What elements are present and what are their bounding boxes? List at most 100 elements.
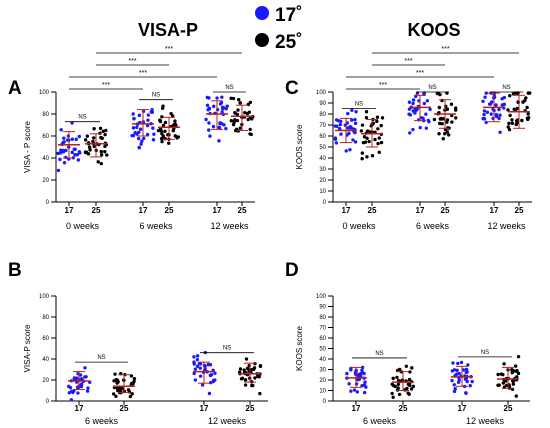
data-point (379, 123, 383, 128)
data-point (131, 133, 136, 138)
data-point (524, 96, 528, 100)
y-axis-label: VISA-P score (23, 324, 32, 372)
y-tick-label: 80 (319, 315, 326, 321)
data-point (353, 140, 358, 144)
data-point (242, 368, 246, 372)
data-point (481, 99, 485, 103)
sig-label: NS (481, 350, 489, 356)
data-point (129, 374, 134, 378)
data-point (74, 137, 78, 142)
x-tick-label: 25 (238, 206, 247, 215)
data-point (211, 124, 216, 129)
data-point (173, 119, 177, 123)
sig-label: NS (375, 351, 383, 357)
data-point (482, 112, 486, 117)
data-point (62, 161, 67, 165)
data-point (205, 103, 210, 107)
data-point (411, 101, 415, 106)
panel-letter-d: D (285, 260, 299, 281)
data-point (350, 118, 354, 122)
data-point (258, 391, 262, 396)
data-point (406, 391, 410, 395)
y-axis-label: KOOS score (295, 124, 304, 169)
x-tick-label: 17 (490, 206, 499, 215)
data-point (397, 367, 402, 372)
sig-label: *** (379, 82, 387, 89)
data-point (481, 117, 486, 121)
data-point (86, 152, 91, 156)
data-point (163, 120, 168, 125)
data-point (506, 125, 510, 129)
data-point (380, 116, 385, 120)
x-group-label: 6 weeks (139, 221, 173, 231)
y-tick-label: 70 (319, 326, 326, 332)
data-point (163, 129, 167, 133)
data-point (512, 107, 516, 111)
data-point (362, 371, 366, 376)
data-point (80, 377, 84, 381)
data-point (58, 151, 63, 155)
data-point (497, 383, 501, 387)
x-group-label: 12 weeks (208, 416, 247, 426)
data-point (73, 153, 77, 157)
data-point (445, 130, 450, 134)
data-point (376, 127, 380, 131)
data-point (498, 130, 502, 135)
data-point (360, 368, 364, 373)
data-point (152, 132, 156, 136)
sig-label: *** (165, 46, 173, 53)
x-tick-label: 25 (515, 206, 524, 215)
data-point (85, 389, 90, 393)
data-point (375, 115, 380, 119)
data-point (438, 92, 442, 97)
data-point (501, 381, 506, 385)
data-point (103, 149, 107, 154)
data-point (99, 161, 104, 166)
data-point (502, 362, 506, 366)
y-tick-label: 30 (319, 368, 326, 374)
data-point (130, 392, 134, 396)
data-point (428, 107, 432, 112)
data-point (396, 382, 401, 387)
data-point (78, 151, 82, 155)
data-point (135, 132, 139, 136)
data-point (137, 136, 141, 141)
y-tick-label: 40 (319, 156, 326, 162)
data-point (131, 126, 136, 130)
data-point (406, 382, 411, 386)
data-point (76, 158, 81, 162)
data-point (238, 126, 243, 130)
data-point (510, 368, 514, 372)
data-point (422, 101, 427, 106)
data-point (450, 369, 455, 373)
sig-label: NS (152, 93, 160, 99)
data-point (515, 368, 519, 373)
data-point (195, 357, 200, 362)
data-point (335, 124, 339, 128)
data-point (408, 370, 412, 374)
data-point (131, 112, 135, 116)
data-point (468, 384, 472, 388)
data-point (450, 378, 454, 383)
legend-label-25: 25˚ (275, 32, 302, 53)
data-point (92, 127, 96, 131)
y-tick-label: 20 (42, 178, 49, 184)
data-point (138, 127, 143, 131)
data-point (229, 96, 233, 101)
y-tick-label: 70 (319, 123, 326, 129)
x-tick-label: 25 (368, 206, 377, 215)
y-tick-label: 100 (316, 294, 327, 300)
data-point (350, 126, 354, 131)
x-tick-label: 25 (92, 206, 101, 215)
data-point (238, 101, 242, 105)
data-point (161, 134, 165, 138)
x-group-label: 12 weeks (210, 221, 249, 231)
data-point (58, 157, 62, 162)
data-point (411, 384, 416, 389)
data-point (192, 371, 196, 376)
x-tick-label: 17 (213, 206, 222, 215)
x-group-label: 6 weeks (363, 416, 397, 426)
data-point (219, 100, 224, 105)
data-point (360, 365, 365, 370)
